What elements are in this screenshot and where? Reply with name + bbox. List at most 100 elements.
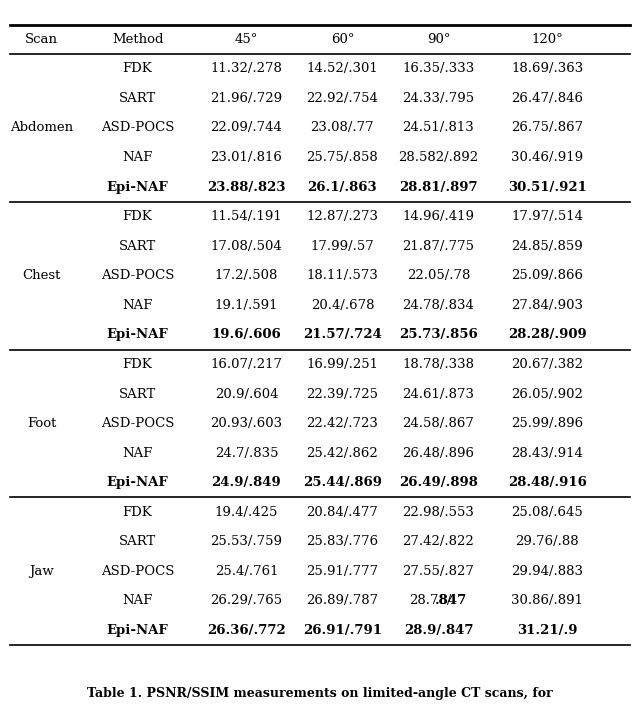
Text: FDK: FDK [123, 505, 152, 519]
Text: 26.49/.898: 26.49/.898 [399, 476, 478, 490]
Text: 27.84/.903: 27.84/.903 [511, 298, 583, 312]
Text: ASD-POCS: ASD-POCS [101, 417, 174, 430]
Text: .847: .847 [435, 594, 467, 608]
Text: 19.1/.591: 19.1/.591 [214, 298, 278, 312]
Text: FDK: FDK [123, 358, 152, 371]
Text: Chest: Chest [22, 269, 61, 283]
Text: Epi-NAF: Epi-NAF [107, 180, 168, 194]
Text: FDK: FDK [123, 210, 152, 224]
Text: 20.4/.678: 20.4/.678 [310, 298, 374, 312]
Text: 24.78/.834: 24.78/.834 [403, 298, 474, 312]
Text: NAF: NAF [122, 151, 153, 164]
Text: 120°: 120° [531, 32, 563, 46]
Text: 28.28/.909: 28.28/.909 [508, 328, 587, 342]
Text: 21.57/.724: 21.57/.724 [303, 328, 382, 342]
Text: Epi-NAF: Epi-NAF [107, 624, 168, 637]
Text: 28.81/.897: 28.81/.897 [399, 180, 477, 194]
Text: 24.33/.795: 24.33/.795 [403, 92, 474, 105]
Text: 26.91/.791: 26.91/.791 [303, 624, 382, 637]
Text: 28.48/.916: 28.48/.916 [508, 476, 587, 490]
Text: ASD-POCS: ASD-POCS [101, 269, 174, 283]
Text: Jaw: Jaw [29, 565, 54, 578]
Text: 17.08/.504: 17.08/.504 [211, 239, 282, 253]
Text: 17.2/.508: 17.2/.508 [214, 269, 278, 283]
Text: 30.46/.919: 30.46/.919 [511, 151, 583, 164]
Text: SART: SART [119, 92, 156, 105]
Text: 14.52/.301: 14.52/.301 [307, 62, 378, 76]
Text: 20.67/.382: 20.67/.382 [511, 358, 583, 371]
Text: 26.48/.896: 26.48/.896 [403, 446, 474, 460]
Text: 26.29/.765: 26.29/.765 [211, 594, 282, 608]
Text: 31.21/.9: 31.21/.9 [517, 624, 577, 637]
Text: Epi-NAF: Epi-NAF [107, 476, 168, 490]
Text: 21.87/.775: 21.87/.775 [403, 239, 474, 253]
Text: 27.55/.827: 27.55/.827 [403, 565, 474, 578]
Text: 24.7/.835: 24.7/.835 [214, 446, 278, 460]
Text: NAF: NAF [122, 446, 153, 460]
Text: Table 1. PSNR/SSIM measurements on limited-angle CT scans, for: Table 1. PSNR/SSIM measurements on limit… [87, 687, 553, 700]
Text: 28.78/: 28.78/ [409, 594, 451, 608]
Text: 25.4/.761: 25.4/.761 [214, 565, 278, 578]
Text: 20.9/.604: 20.9/.604 [214, 387, 278, 401]
Text: 27.42/.822: 27.42/.822 [403, 535, 474, 549]
Text: Scan: Scan [25, 32, 58, 46]
Text: 12.87/.273: 12.87/.273 [307, 210, 378, 224]
Text: 18.78/.338: 18.78/.338 [403, 358, 474, 371]
Text: 22.39/.725: 22.39/.725 [307, 387, 378, 401]
Text: 25.73/.856: 25.73/.856 [399, 328, 478, 342]
Text: NAF: NAF [122, 298, 153, 312]
Text: SART: SART [119, 535, 156, 549]
Text: 25.08/.645: 25.08/.645 [511, 505, 583, 519]
Text: 25.53/.759: 25.53/.759 [211, 535, 282, 549]
Text: 45°: 45° [235, 32, 258, 46]
Text: NAF: NAF [122, 594, 153, 608]
Text: FDK: FDK [123, 62, 152, 76]
Text: 17.97/.514: 17.97/.514 [511, 210, 583, 224]
Text: 29.76/.88: 29.76/.88 [515, 535, 579, 549]
Text: 19.4/.425: 19.4/.425 [214, 505, 278, 519]
Text: 18.69/.363: 18.69/.363 [511, 62, 583, 76]
Text: 28.43/.914: 28.43/.914 [511, 446, 583, 460]
Text: 25.75/.858: 25.75/.858 [307, 151, 378, 164]
Text: 26.36/.772: 26.36/.772 [207, 624, 286, 637]
Text: 28.9/.847: 28.9/.847 [404, 624, 473, 637]
Text: 24.61/.873: 24.61/.873 [403, 387, 474, 401]
Text: 11.32/.278: 11.32/.278 [211, 62, 282, 76]
Text: Epi-NAF: Epi-NAF [107, 328, 168, 342]
Text: 26.89/.787: 26.89/.787 [307, 594, 378, 608]
Text: 22.98/.553: 22.98/.553 [403, 505, 474, 519]
Text: 24.85/.859: 24.85/.859 [511, 239, 583, 253]
Text: Abdomen: Abdomen [10, 121, 73, 135]
Text: 25.83/.776: 25.83/.776 [307, 535, 378, 549]
Text: 26.1/.863: 26.1/.863 [308, 180, 377, 194]
Text: 23.88/.823: 23.88/.823 [207, 180, 285, 194]
Text: ASD-POCS: ASD-POCS [101, 121, 174, 135]
Text: ASD-POCS: ASD-POCS [101, 565, 174, 578]
Text: 16.99/.251: 16.99/.251 [307, 358, 378, 371]
Text: 19.6/.606: 19.6/.606 [212, 328, 281, 342]
Text: 26.75/.867: 26.75/.867 [511, 121, 583, 135]
Text: 25.99/.896: 25.99/.896 [511, 417, 583, 430]
Text: 22.05/.78: 22.05/.78 [406, 269, 470, 283]
Text: 28.582/.892: 28.582/.892 [398, 151, 479, 164]
Text: 20.93/.603: 20.93/.603 [211, 417, 282, 430]
Text: 18.11/.573: 18.11/.573 [307, 269, 378, 283]
Text: 22.09/.744: 22.09/.744 [211, 121, 282, 135]
Text: 23.01/.816: 23.01/.816 [211, 151, 282, 164]
Text: 11.54/.191: 11.54/.191 [211, 210, 282, 224]
Text: 16.35/.333: 16.35/.333 [403, 62, 474, 76]
Text: 29.94/.883: 29.94/.883 [511, 565, 583, 578]
Text: 20.84/.477: 20.84/.477 [307, 505, 378, 519]
Text: 21.96/.729: 21.96/.729 [211, 92, 282, 105]
Text: 24.51/.813: 24.51/.813 [403, 121, 474, 135]
Text: 30.51/.921: 30.51/.921 [508, 180, 587, 194]
Text: 22.92/.754: 22.92/.754 [307, 92, 378, 105]
Text: 25.09/.866: 25.09/.866 [511, 269, 583, 283]
Text: 22.42/.723: 22.42/.723 [307, 417, 378, 430]
Text: 16.07/.217: 16.07/.217 [211, 358, 282, 371]
Text: 24.58/.867: 24.58/.867 [403, 417, 474, 430]
Text: 25.42/.862: 25.42/.862 [307, 446, 378, 460]
Text: 26.05/.902: 26.05/.902 [511, 387, 583, 401]
Text: 30.86/.891: 30.86/.891 [511, 594, 583, 608]
Text: 90°: 90° [427, 32, 450, 46]
